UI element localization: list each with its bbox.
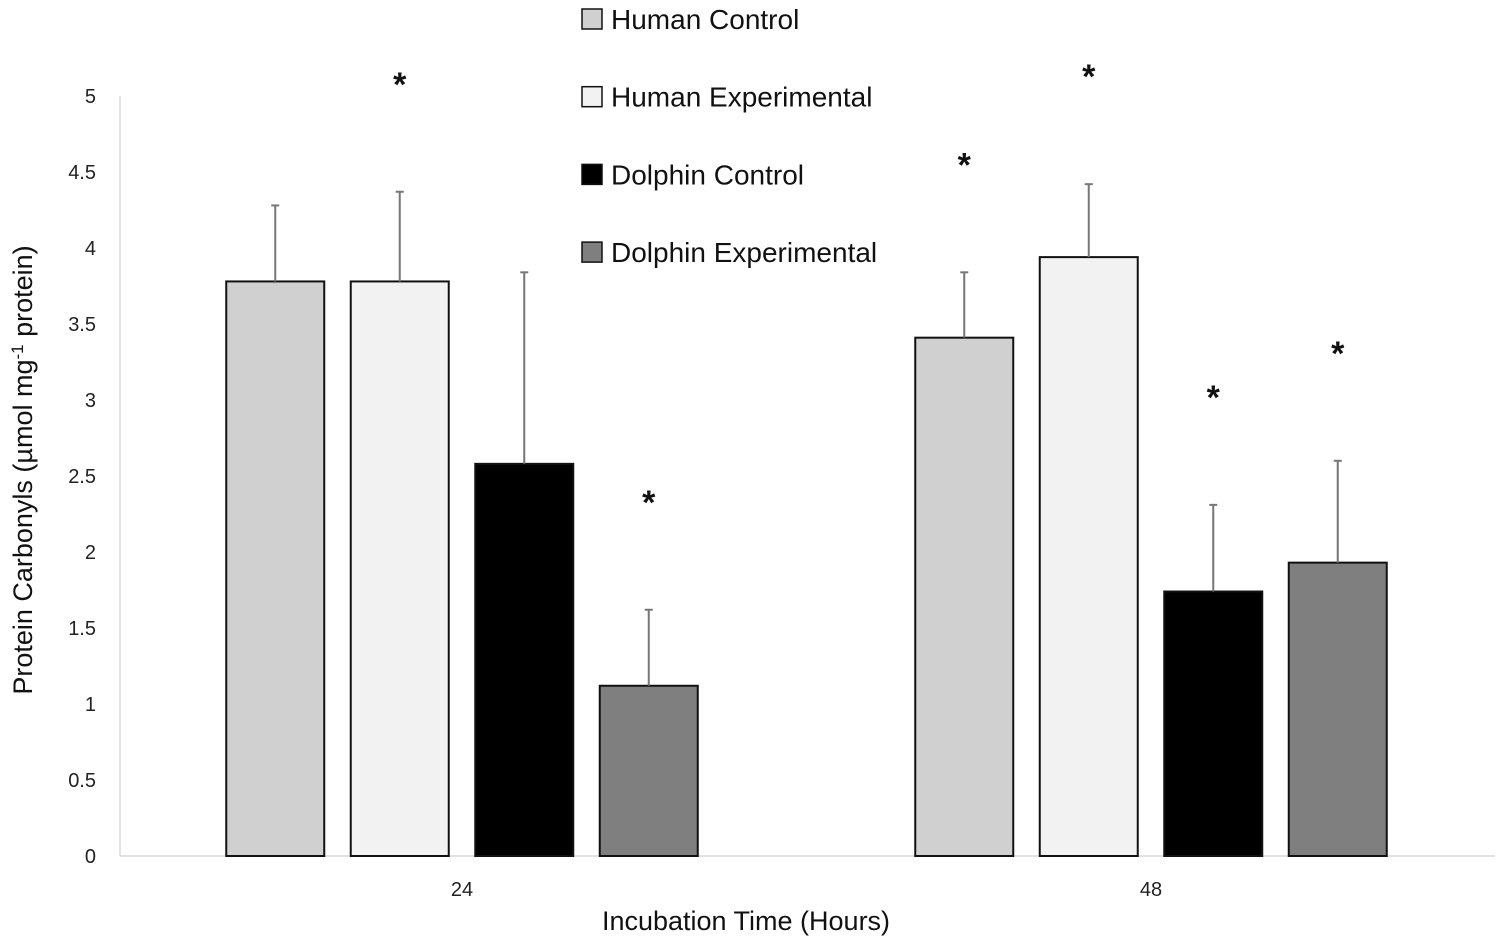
y-axis-title-main: Protein Carbonyls (µmol mg bbox=[8, 360, 38, 695]
y-axis-title-superscript: -1 bbox=[8, 344, 27, 359]
x-tick-labels: 24 48 bbox=[451, 879, 1162, 901]
y-tick-label: 0 bbox=[85, 846, 96, 868]
y-tick-label: 1 bbox=[85, 694, 96, 716]
significance-star: * bbox=[1331, 335, 1345, 373]
significance-star: * bbox=[958, 146, 972, 184]
y-axis-title: Protein Carbonyls (µmol mg-1 protein) bbox=[8, 245, 39, 694]
significance-markers: * * * * * * bbox=[393, 58, 1345, 522]
y-tick-label: 3.5 bbox=[68, 314, 96, 336]
legend-swatch bbox=[581, 8, 603, 30]
x-tick-label: 24 bbox=[451, 879, 473, 901]
y-tick-label: 1.5 bbox=[68, 618, 96, 640]
legend-swatch bbox=[581, 163, 603, 186]
significance-star: * bbox=[393, 66, 407, 104]
bar-human-control-24 bbox=[225, 280, 326, 857]
y-tick-label: 3 bbox=[85, 390, 96, 412]
significance-star: * bbox=[1082, 58, 1096, 96]
bar-dolphin-experimental-24 bbox=[598, 684, 699, 858]
bar-human-experimental-24 bbox=[349, 280, 450, 857]
legend-label: Dolphin Control bbox=[611, 159, 804, 190]
y-tick-label: 0.5 bbox=[68, 770, 96, 792]
y-tick-label: 2.5 bbox=[68, 466, 96, 488]
y-axis-title-unit: protein) bbox=[8, 245, 38, 344]
y-tick-label: 2 bbox=[85, 542, 96, 564]
bar-human-experimental-48 bbox=[1038, 256, 1139, 857]
legend: Human Control Human Experimental Dolphin C… bbox=[581, 4, 877, 268]
legend-label: Human Experimental bbox=[611, 82, 872, 113]
x-tick-label: 48 bbox=[1140, 879, 1162, 901]
bar-dolphin-experimental-48 bbox=[1287, 561, 1388, 857]
y-tick-label: 4.5 bbox=[68, 162, 96, 184]
legend-swatch bbox=[581, 241, 603, 263]
legend-label: Dolphin Experimental bbox=[611, 237, 877, 268]
significance-star: * bbox=[642, 484, 656, 522]
legend-label: Human Control bbox=[611, 4, 799, 35]
y-tick-labels: 0 0.5 1 1.5 2 2.5 3 3.5 4 4.5 5 bbox=[68, 86, 96, 868]
bar-human-control-48 bbox=[914, 336, 1015, 857]
axes bbox=[119, 96, 1495, 857]
y-tick-label: 4 bbox=[85, 238, 96, 260]
error-bars bbox=[271, 183, 1342, 686]
y-tick-label: 5 bbox=[85, 86, 96, 108]
legend-swatch bbox=[581, 85, 603, 108]
bar-dolphin-control-24 bbox=[474, 462, 575, 857]
bars bbox=[225, 256, 1388, 858]
x-axis-title: Incubation Time (Hours) bbox=[602, 906, 890, 936]
significance-star: * bbox=[1207, 379, 1221, 417]
bar-dolphin-control-48 bbox=[1163, 590, 1264, 858]
